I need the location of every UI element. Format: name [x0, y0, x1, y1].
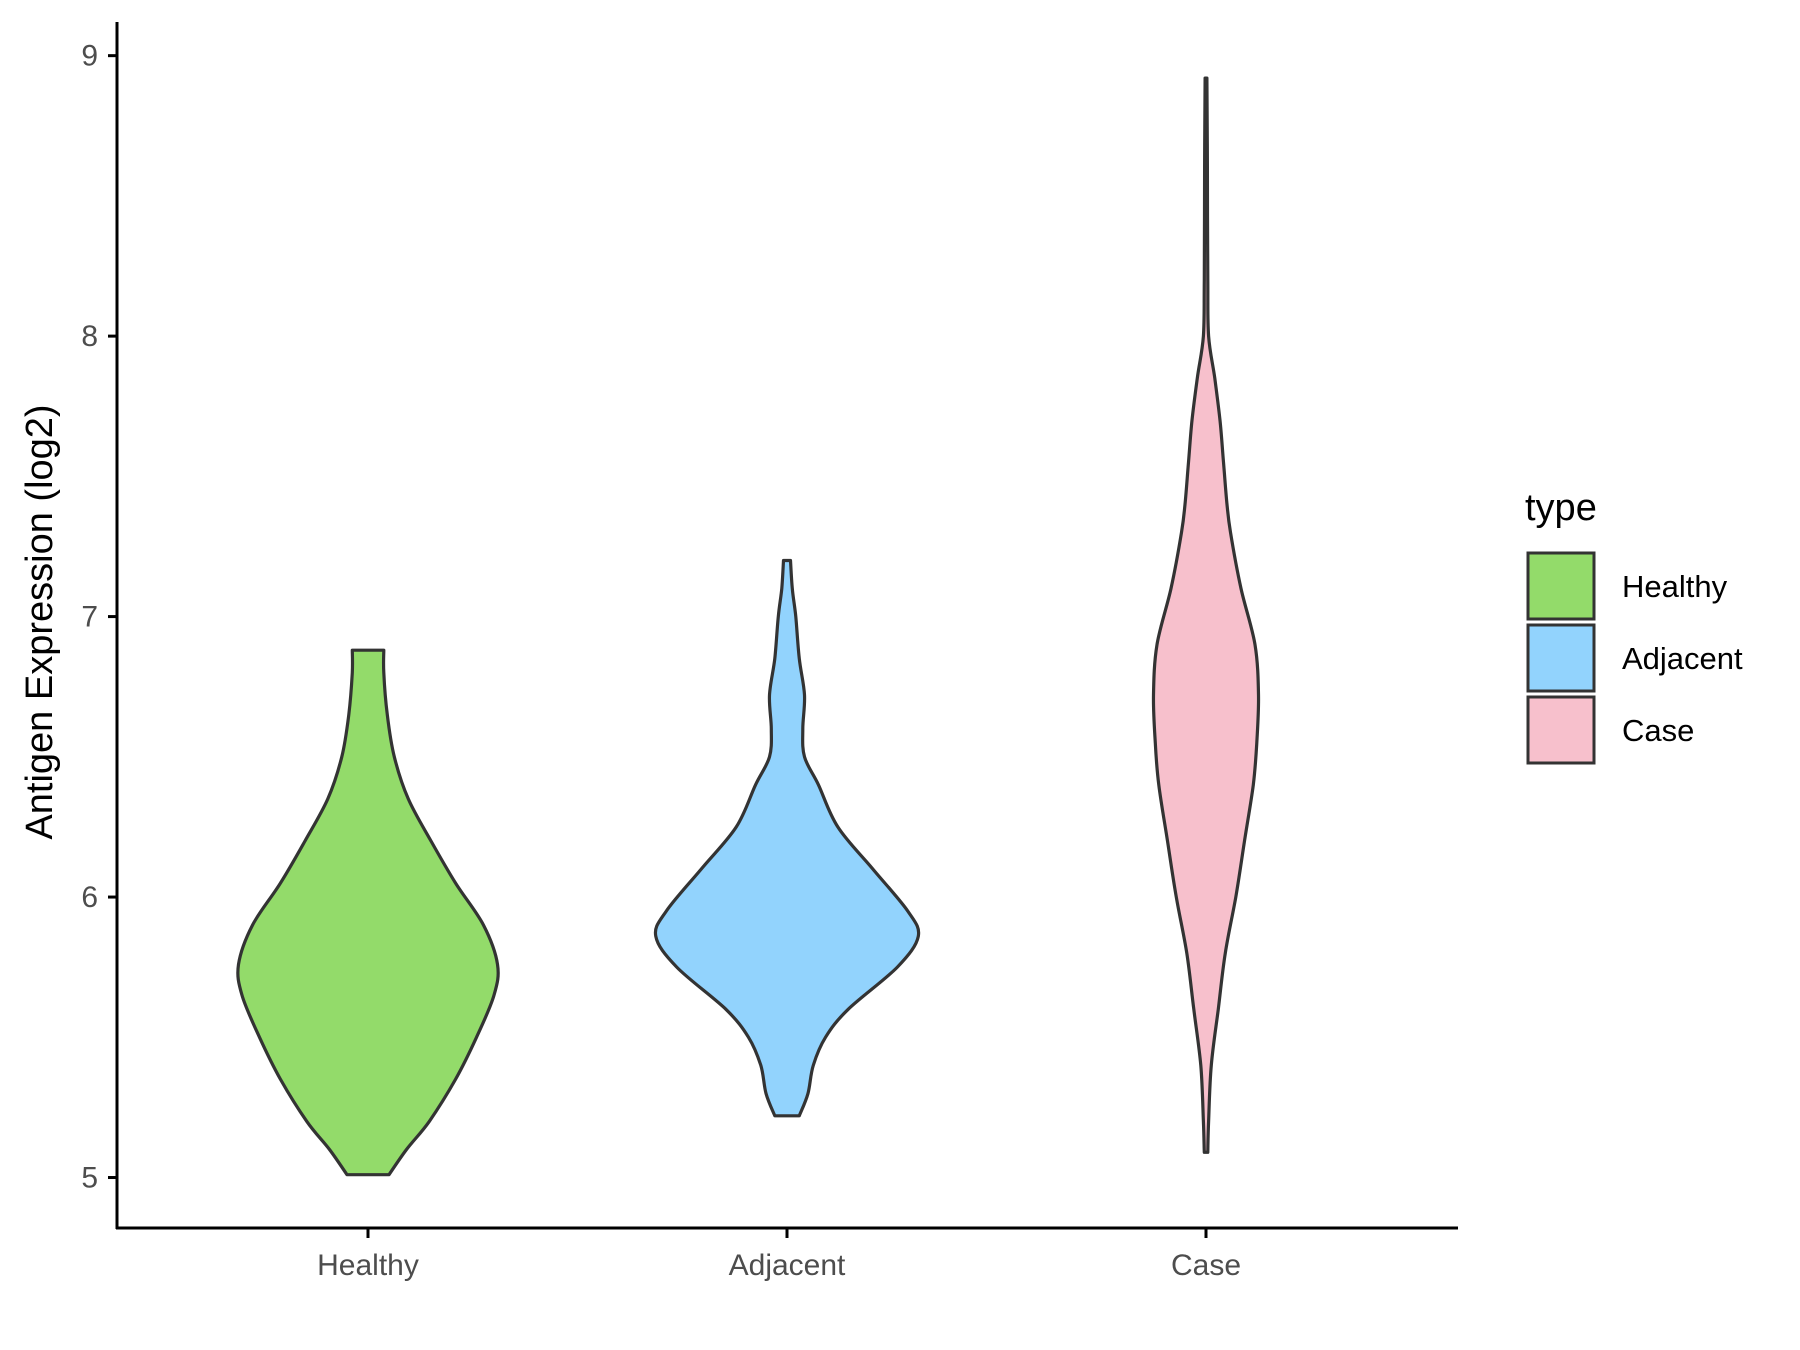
y-tick-label: 7 — [81, 601, 98, 634]
legend: type Healthy Adjacent Case — [1525, 487, 1743, 765]
x-tick-label: Adjacent — [729, 1249, 846, 1282]
x-tick-label: Case — [1171, 1249, 1241, 1282]
y-tick-label: 6 — [81, 881, 98, 914]
x-ticks: Healthy Adjacent Case — [317, 1228, 1241, 1282]
legend-label-adjacent: Adjacent — [1622, 641, 1743, 676]
legend-key-adjacent — [1526, 623, 1596, 693]
legend-title: type — [1525, 487, 1597, 529]
y-tick-label: 5 — [81, 1162, 98, 1195]
y-tick-label: 9 — [81, 40, 98, 73]
legend-key-healthy — [1526, 551, 1596, 621]
y-axis-title: Antigen Expression (log2) — [19, 404, 61, 839]
violin-adjacent — [653, 558, 921, 1118]
y-ticks: 5 6 7 8 9 — [81, 40, 117, 1195]
legend-label-case: Case — [1622, 713, 1694, 748]
violin-healthy — [236, 648, 500, 1177]
legend-label-healthy: Healthy — [1622, 569, 1728, 604]
legend-key-case — [1526, 695, 1596, 765]
violin-layer — [236, 76, 1261, 1177]
y-tick-label: 8 — [81, 320, 98, 353]
x-tick-label: Healthy — [317, 1249, 419, 1282]
violin-case — [1151, 76, 1261, 1154]
